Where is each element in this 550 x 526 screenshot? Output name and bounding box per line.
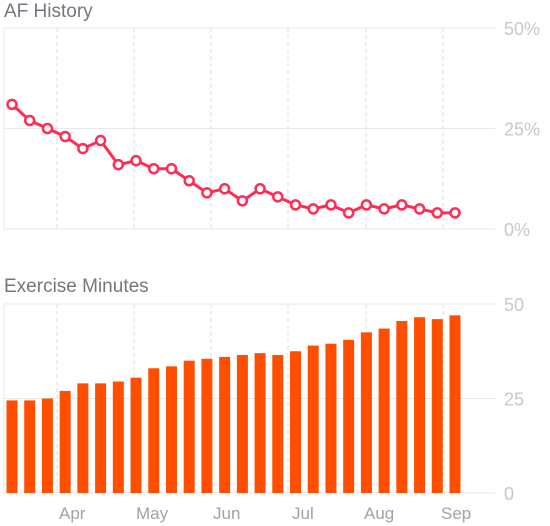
- exercise-bar: [59, 390, 71, 493]
- af-data-point: [6, 98, 18, 111]
- af-data-point: [183, 175, 195, 187]
- exercise-bar: [219, 356, 231, 493]
- exercise-bar: [378, 328, 390, 493]
- exercise-bar: [165, 366, 177, 493]
- af-data-point: [307, 203, 319, 215]
- af-data-point: [272, 191, 284, 203]
- af-data-point: [59, 130, 71, 143]
- exercise-bar: [130, 377, 142, 493]
- exercise-bar: [449, 315, 461, 493]
- af-y-tick-label: 25%: [504, 120, 540, 140]
- exercise-bar: [201, 358, 213, 493]
- af-data-point: [378, 203, 390, 215]
- af-data-point: [342, 207, 355, 219]
- exercise-minutes-title: Exercise Minutes: [4, 276, 149, 297]
- af-data-point: [94, 134, 107, 147]
- month-tick-label: Apr: [59, 504, 86, 523]
- af-data-point: [23, 114, 36, 127]
- af-data-point: [254, 183, 266, 195]
- af-data-point: [130, 154, 142, 167]
- exercise-bar: [148, 368, 160, 493]
- af-data-point: [77, 142, 89, 155]
- month-tick-label: Jul: [292, 504, 314, 523]
- exercise-bar: [6, 400, 18, 493]
- exercise-bar: [307, 345, 319, 493]
- af-y-tick-label: 50%: [504, 19, 540, 39]
- exercise-bar: [414, 317, 426, 493]
- af-data-point: [360, 199, 373, 211]
- exercise-bar: [77, 383, 89, 493]
- month-tick-label: May: [136, 504, 169, 523]
- af-history-title: AF History: [4, 1, 93, 22]
- af-series-line: [10, 103, 455, 215]
- exercise-bar: [325, 343, 337, 493]
- exercise-bar: [343, 339, 355, 493]
- af-y-tick-label: 0%: [504, 220, 530, 240]
- af-data-point: [325, 199, 337, 211]
- af-data-point: [449, 207, 461, 219]
- exercise-bar: [41, 398, 53, 493]
- month-tick-label: Jun: [213, 504, 240, 523]
- exercise-bar: [95, 383, 107, 493]
- exercise-bar: [183, 360, 195, 493]
- af-data-point: [201, 187, 213, 199]
- exercise-bar: [236, 355, 248, 493]
- exercise-bar: [112, 381, 124, 493]
- af-data-point: [218, 183, 231, 195]
- exercise-y-tick-label: 50: [504, 295, 524, 315]
- exercise-bar: [290, 351, 302, 493]
- af-data-point: [112, 158, 125, 171]
- exercise-bar: [360, 332, 372, 493]
- exercise-bar: [254, 353, 266, 493]
- exercise-bar: [431, 319, 443, 493]
- exercise-y-tick-label: 25: [504, 390, 524, 410]
- exercise-bar: [396, 321, 408, 493]
- exercise-bar: [272, 355, 284, 493]
- af-data-point: [148, 162, 160, 175]
- af-data-point: [431, 207, 444, 219]
- af-data-point: [236, 195, 249, 207]
- month-tick-label: Sep: [441, 504, 471, 523]
- exercise-y-tick-label: 0: [504, 484, 514, 504]
- af-data-point: [413, 203, 426, 215]
- af-data-point: [289, 199, 302, 211]
- af-data-point: [41, 122, 54, 135]
- af-data-point: [165, 162, 178, 175]
- month-tick-label: Aug: [364, 504, 394, 523]
- af-data-point: [396, 199, 408, 211]
- exercise-bar: [24, 400, 36, 493]
